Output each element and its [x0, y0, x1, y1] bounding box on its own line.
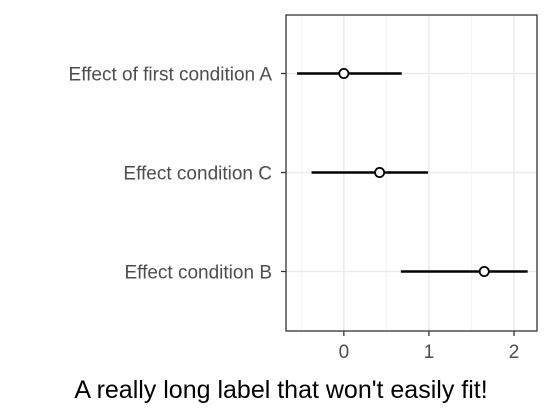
- estimate-point: [375, 168, 384, 177]
- x-tick-label: 2: [509, 342, 520, 363]
- axis-ticks: 0 1 2 Effect of first condition A Effect con…: [69, 65, 520, 364]
- y-tick-label: Effect condition C: [123, 164, 272, 185]
- y-tick-label: Effect of first condition A: [69, 65, 273, 86]
- y-tick-label: Effect condition B: [124, 263, 272, 284]
- x-tick-label: 0: [339, 342, 350, 363]
- x-tick-label: 1: [424, 342, 435, 363]
- estimate-point: [480, 267, 489, 276]
- x-axis-title: A really long label that won't easily fi…: [74, 376, 487, 404]
- estimate-point: [339, 69, 348, 78]
